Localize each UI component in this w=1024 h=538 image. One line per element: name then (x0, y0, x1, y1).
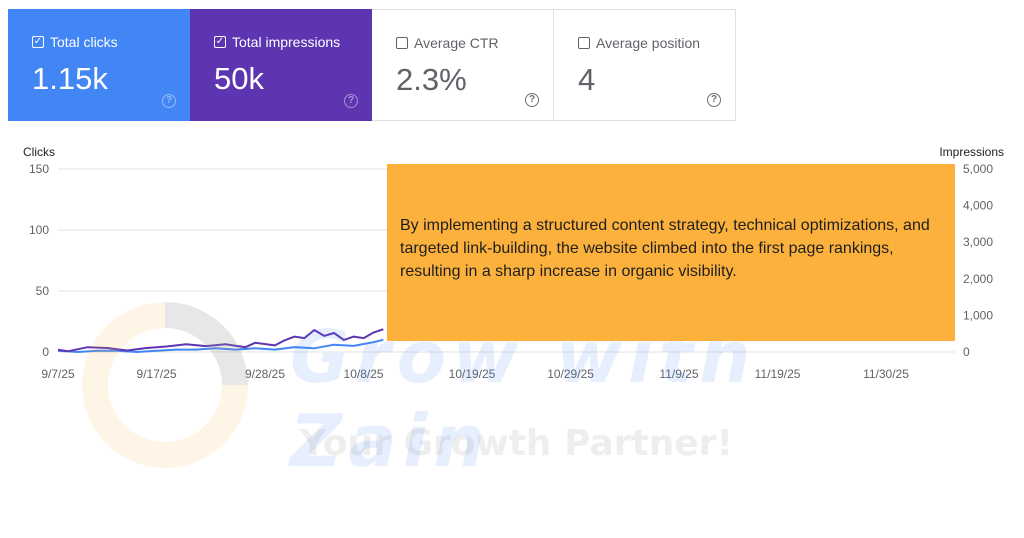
metric-value: 2.3% (396, 62, 467, 97)
y-axis-title-right: Impressions (939, 145, 1004, 159)
x-tick-label: 10/19/25 (449, 367, 496, 381)
series-line-impressions (57, 328, 384, 353)
x-tick-label: 10/8/25 (344, 367, 384, 381)
performance-chart: Clicks Impressions 150 100 50 0 5,000 4,000 3,00… (23, 145, 1004, 381)
x-tick-label: 11/19/25 (755, 367, 801, 381)
callout-text: By implementing a structured content str… (400, 217, 930, 280)
y2-tick-label: 4,000 (963, 199, 993, 213)
total-clicks-card[interactable]: ✓ Total clicks 1.15k ? (8, 9, 190, 121)
y2-tick-label: 2,000 (963, 272, 993, 286)
checkbox-checked-icon[interactable]: ✓ (214, 36, 226, 48)
checkbox-unchecked-icon[interactable] (396, 37, 408, 49)
y2-tick-label: 5,000 (963, 162, 993, 176)
help-icon[interactable]: ? (162, 94, 176, 108)
y2-tick-label: 0 (963, 345, 970, 359)
metric-label: Average position (596, 35, 701, 51)
average-position-card[interactable]: Average position 4 ? (554, 9, 736, 121)
y-tick-label: 0 (42, 345, 49, 359)
series-line-clicks (57, 338, 384, 353)
help-icon[interactable]: ? (707, 93, 721, 107)
metric-value: 4 (578, 62, 596, 97)
x-tick-label: 10/29/25 (547, 367, 594, 381)
watermark-subtitle: Your Growth Partner! (300, 423, 733, 464)
metric-label: Average CTR (414, 35, 499, 51)
metric-label: Total clicks (50, 34, 118, 50)
checkbox-unchecked-icon[interactable] (578, 37, 590, 49)
y2-tick-label: 1,000 (963, 308, 993, 322)
x-tick-label: 9/28/25 (245, 367, 285, 381)
metric-label: Total impressions (232, 34, 341, 50)
x-tick-label: 9/17/25 (137, 367, 177, 381)
y-tick-label: 50 (36, 284, 50, 298)
x-tick-label: 11/9/25 (659, 367, 698, 381)
help-icon[interactable]: ? (525, 93, 539, 107)
y2-tick-label: 3,000 (963, 235, 993, 249)
metric-value: 1.15k (32, 61, 108, 96)
metric-cards: ✓ Total clicks 1.15k ? ✓ Total impressio… (8, 9, 736, 121)
checkbox-checked-icon[interactable]: ✓ (32, 36, 44, 48)
x-tick-label: 11/30/25 (863, 367, 909, 381)
metric-value: 50k (214, 61, 264, 96)
y-tick-label: 150 (29, 162, 49, 176)
total-impressions-card[interactable]: ✓ Total impressions 50k ? (190, 9, 372, 121)
help-icon[interactable]: ? (344, 94, 358, 108)
callout-box: By implementing a structured content str… (387, 164, 955, 341)
average-ctr-card[interactable]: Average CTR 2.3% ? (372, 9, 554, 121)
y-axis-title-left: Clicks (23, 145, 55, 159)
y-tick-label: 100 (29, 223, 49, 237)
x-tick-label: 9/7/25 (41, 367, 75, 381)
